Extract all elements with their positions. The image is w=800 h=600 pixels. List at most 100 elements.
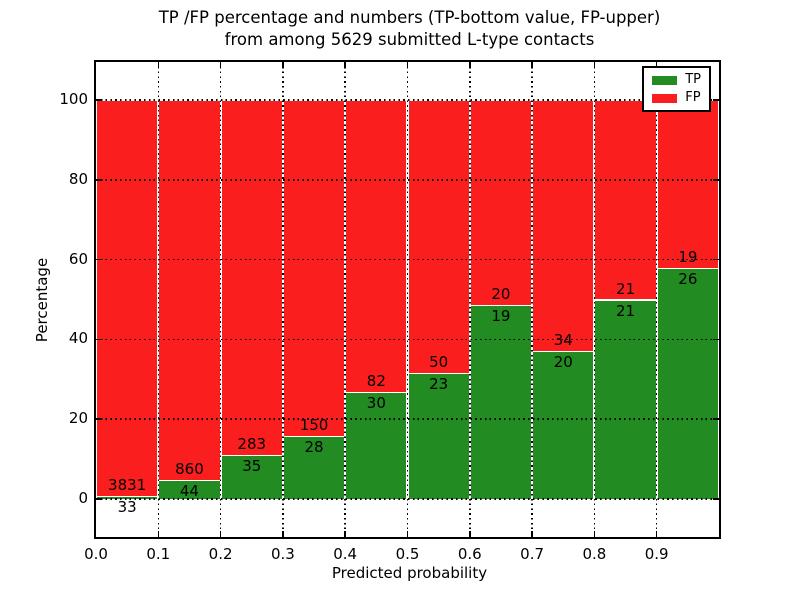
y-axis-tick: [96, 498, 102, 500]
chart-title-line2: from among 5629 submitted L-type contact…: [224, 30, 595, 49]
x-axis-tick-top: [219, 62, 222, 68]
gridline-vertical: [219, 62, 222, 537]
x-tick-label: 0.6: [457, 545, 482, 563]
y-tick-label: 100: [59, 89, 88, 108]
gridline-vertical: [469, 62, 471, 537]
tp-count-label: 20: [553, 353, 573, 372]
y-axis-tick-right: [713, 258, 719, 261]
chart-title-line1: TP /FP percentage and numbers (TP-bottom…: [158, 8, 661, 27]
x-axis-tick: [593, 531, 596, 537]
x-axis-tick-top: [655, 62, 658, 68]
x-tick-label: 0.7: [520, 545, 545, 563]
x-axis-tick-top: [344, 62, 346, 68]
x-tick-label: 0.2: [208, 545, 233, 563]
x-axis-tick: [655, 531, 658, 537]
x-axis-tick-top: [531, 62, 533, 68]
bar-segment-fp: [345, 99, 408, 393]
tp-count-label: 23: [429, 375, 449, 394]
tp-legend-label: TP: [685, 72, 701, 87]
y-tick-label: 60: [68, 249, 88, 268]
x-axis-tick: [531, 531, 533, 537]
bar-segment-tp: [220, 455, 283, 500]
x-tick-label: 0.9: [644, 545, 669, 563]
tp-count-label: 30: [366, 394, 386, 413]
tp-count-label: 33: [117, 497, 137, 516]
y-axis-tick-right: [713, 418, 719, 420]
x-tick-label: 0.5: [395, 545, 420, 563]
bar-segment-fp: [158, 99, 221, 480]
bar-segment-fp: [407, 99, 470, 374]
x-tick-label: 0.4: [333, 545, 358, 563]
legend-entry-fp: FP: [652, 91, 701, 105]
y-axis-tick: [96, 258, 102, 261]
tp-legend-swatch: [652, 75, 678, 85]
bar-segment-tp: [469, 304, 533, 500]
bar-segment-tp: [594, 299, 657, 500]
legend-entry-tp: TP: [652, 73, 701, 87]
y-tick-label: 0: [78, 489, 88, 508]
x-axis-tick: [406, 531, 409, 537]
x-axis-tick-top: [469, 62, 471, 68]
x-tick-label: 0.3: [270, 545, 295, 563]
bar-segment-tp: [282, 436, 346, 500]
x-tick-label: 0.0: [84, 545, 108, 563]
fp-count-label: 20: [491, 284, 511, 303]
y-tick-label: 20: [68, 409, 88, 428]
x-axis-tick: [219, 531, 222, 537]
tp-count-label: 44: [179, 481, 199, 500]
x-axis-label: Predicted probability: [331, 564, 488, 582]
bar-segment-fp: [96, 99, 159, 496]
gridline-vertical: [593, 62, 596, 537]
y-axis-tick: [96, 338, 102, 341]
gridline-horizontal: [96, 178, 719, 181]
bar-segment-fp: [594, 99, 657, 300]
y-axis-tick-right: [713, 99, 719, 101]
y-axis-tick-right: [713, 179, 719, 181]
bar-segment-tp: [532, 351, 595, 500]
x-tick-label: 0.8: [582, 545, 607, 563]
tp-count-label: 28: [304, 438, 324, 457]
fp-legend-swatch: [652, 93, 678, 103]
bar-segment-fp: [656, 99, 719, 269]
bar-segment-tp: [345, 392, 408, 500]
x-axis-tick-top: [282, 62, 284, 68]
x-axis-tick-top: [593, 62, 596, 68]
x-axis-tick: [344, 531, 346, 537]
x-axis-tick-top: [157, 62, 160, 68]
fp-count-label: 19: [678, 248, 698, 267]
gridline-horizontal: [96, 498, 719, 500]
gridline-vertical: [406, 62, 409, 537]
y-axis-tick-right: [713, 498, 719, 500]
y-axis-tick: [96, 179, 102, 181]
x-axis-tick: [157, 531, 160, 537]
bar-segment-fp: [220, 99, 283, 456]
tp-count-label: 35: [242, 457, 262, 476]
bar-segment-tp: [407, 373, 470, 500]
y-tick-label: 80: [68, 169, 88, 188]
bar-segment-tp: [656, 268, 719, 500]
gridline-horizontal: [96, 338, 719, 341]
tp-count-label: 26: [678, 270, 698, 289]
gridline-vertical: [344, 62, 346, 537]
gridline-horizontal: [96, 99, 719, 101]
bar-segment-fp: [532, 99, 595, 352]
chart-title: TP /FP percentage and numbers (TP-bottom…: [96, 7, 723, 51]
x-axis-tick: [469, 531, 471, 537]
gridline-vertical: [531, 62, 533, 537]
tp-count-label: 21: [615, 301, 636, 320]
fp-count-label: 50: [429, 353, 449, 372]
fp-count-label: 21: [615, 279, 636, 298]
y-axis-tick: [96, 99, 102, 101]
x-axis-tick-top: [406, 62, 409, 68]
x-tick-label: 0.1: [146, 545, 171, 563]
fp-count-label: 82: [366, 372, 386, 391]
fp-count-label: 3831: [108, 475, 147, 494]
fp-legend-label: FP: [685, 90, 701, 105]
bar-segment-fp: [282, 99, 346, 437]
gridline-horizontal: [96, 258, 719, 261]
gridline-vertical: [655, 62, 658, 537]
gridline-vertical: [157, 62, 160, 537]
fp-count-label: 860: [175, 459, 204, 478]
fp-count-label: 283: [237, 435, 267, 454]
